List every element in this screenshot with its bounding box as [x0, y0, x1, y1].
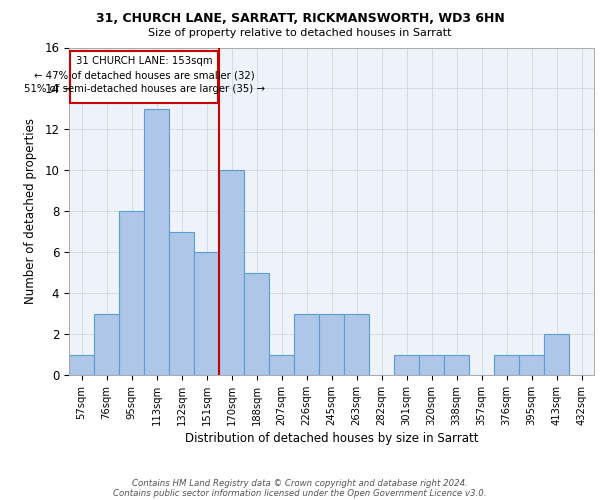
- Text: ← 47% of detached houses are smaller (32): ← 47% of detached houses are smaller (32…: [34, 70, 254, 80]
- Bar: [419, 354, 444, 375]
- Bar: [69, 354, 94, 375]
- Bar: [169, 232, 194, 375]
- Bar: [194, 252, 219, 375]
- Bar: [70, 50, 218, 103]
- Text: 51% of semi-detached houses are larger (35) →: 51% of semi-detached houses are larger (…: [23, 84, 265, 94]
- Text: Contains HM Land Registry data © Crown copyright and database right 2024.: Contains HM Land Registry data © Crown c…: [132, 478, 468, 488]
- Text: 31 CHURCH LANE: 153sqm: 31 CHURCH LANE: 153sqm: [76, 56, 212, 66]
- Text: Contains public sector information licensed under the Open Government Licence v3: Contains public sector information licen…: [113, 488, 487, 498]
- Bar: [544, 334, 569, 375]
- Bar: [294, 314, 319, 375]
- Text: 31, CHURCH LANE, SARRATT, RICKMANSWORTH, WD3 6HN: 31, CHURCH LANE, SARRATT, RICKMANSWORTH,…: [95, 12, 505, 26]
- Bar: [144, 109, 169, 375]
- Bar: [319, 314, 344, 375]
- Bar: [269, 354, 294, 375]
- Bar: [219, 170, 244, 375]
- X-axis label: Distribution of detached houses by size in Sarratt: Distribution of detached houses by size …: [185, 432, 478, 445]
- Bar: [494, 354, 519, 375]
- Bar: [344, 314, 369, 375]
- Bar: [244, 272, 269, 375]
- Bar: [444, 354, 469, 375]
- Bar: [94, 314, 119, 375]
- Text: Size of property relative to detached houses in Sarratt: Size of property relative to detached ho…: [148, 28, 452, 38]
- Y-axis label: Number of detached properties: Number of detached properties: [25, 118, 37, 304]
- Bar: [119, 211, 144, 375]
- Bar: [394, 354, 419, 375]
- Bar: [519, 354, 544, 375]
